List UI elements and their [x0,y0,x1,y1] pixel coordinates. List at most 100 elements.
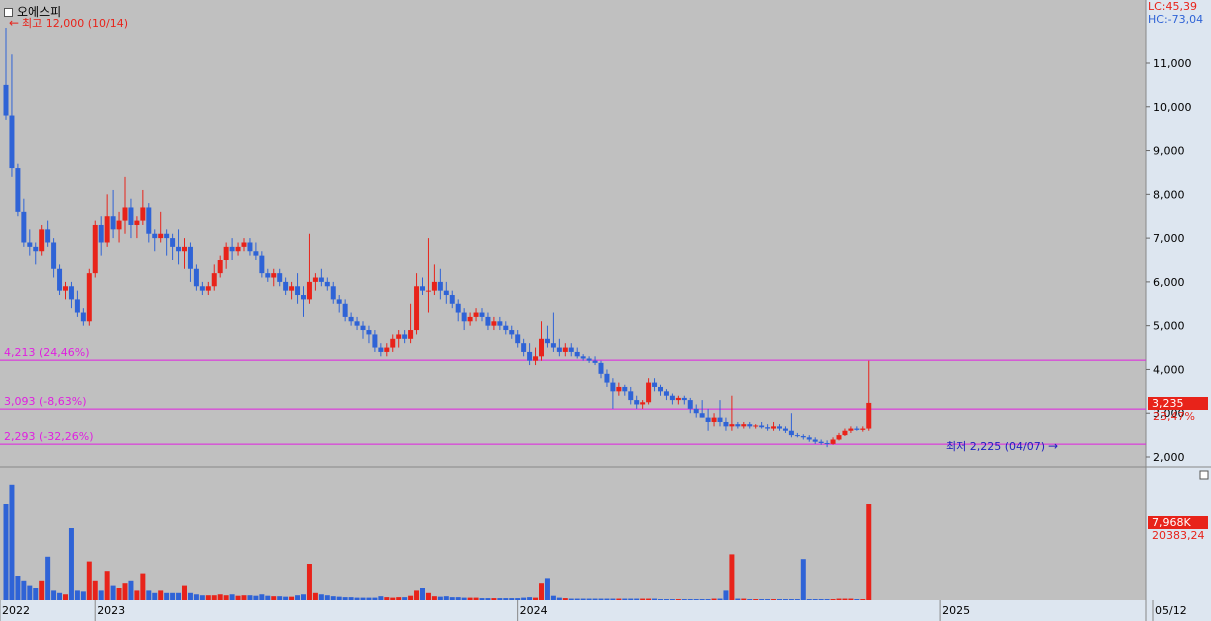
volume-bar [324,595,330,600]
candle-body [735,424,741,427]
candle-body [360,325,366,331]
volume-bar [146,590,152,600]
volume-bar [21,580,27,600]
candle-body [681,397,687,401]
volume-bar [217,594,223,600]
volume-bar [199,595,205,600]
candle-body [705,417,711,422]
volume-bar [806,599,812,600]
candle-body [467,316,473,322]
candle-body [199,286,205,291]
candle-body [556,347,562,352]
volume-bar [110,585,116,600]
candle-body [491,321,497,326]
volume-bar [312,592,318,600]
candle-body [431,281,437,291]
volume-bar [735,598,741,600]
date-label: 2023 [97,604,125,617]
volume-bar [402,597,408,600]
candle-body [110,216,116,230]
volume-bar [223,595,229,600]
volume-bar [425,592,431,600]
candle-body [836,435,842,440]
volume-bar [830,599,836,600]
volume-bar [812,599,818,600]
candle-body [598,362,604,374]
candle-body [830,439,836,444]
stock-title[interactable]: 오에스피 [4,3,61,20]
volume-bar [699,599,705,600]
date-label: 2024 [520,604,548,617]
volume-bar [342,597,348,600]
level-label: 3,093 (-8,63%) [4,395,86,408]
candle-body [3,84,9,116]
date-label: 2025 [942,604,970,617]
candle-body [711,417,717,422]
candle-body [717,417,723,422]
volume-bar [170,592,176,600]
volume-bar [622,598,628,600]
candle-body [33,246,39,252]
price-tick-label: 2,000 [1153,451,1185,464]
candle-body [640,402,646,405]
volume-bar [854,599,860,600]
level-label: 4,213 (24,46%) [4,346,90,359]
volume-bar [372,597,378,600]
candle-body [687,400,693,409]
candle-body [63,286,68,291]
candle-body [669,395,675,401]
candle-body [539,338,544,357]
candle-body [806,437,812,440]
candle-body [753,425,759,427]
lc-indicator: LC:45,39 [1148,0,1197,13]
volume-bar [634,598,640,600]
candle-body [425,290,431,292]
volume-bar [414,590,420,600]
candle-body [568,347,574,352]
price-tick-label: 7,000 [1153,232,1185,245]
current-price-label: 3,235 [1152,397,1184,410]
volume-bar [723,590,729,600]
volume-bar [616,598,622,600]
candle-body [675,397,681,401]
volume-bar [152,592,158,600]
volume-bar [57,592,63,600]
candle-body [699,413,705,418]
candle-body [295,286,301,296]
volume-bar [550,595,556,600]
volume-bar [527,597,533,600]
candle-body [747,424,753,427]
volume-bar [277,596,283,600]
candle-body [158,233,164,239]
volume-bar [134,590,140,600]
price-tick-label: 5,000 [1153,320,1185,333]
volume-bar [586,598,592,600]
volume-bar [283,596,289,600]
candle-body [9,115,15,169]
date-label: 2022 [2,604,30,617]
checkbox-icon[interactable] [4,8,13,17]
candle-body [205,286,211,291]
candle-body [634,400,640,405]
candle-body [420,286,425,291]
volume-bar [866,504,872,600]
candle-body [80,312,86,322]
candle-body [265,273,271,278]
candle-body [301,295,306,300]
candle-body [116,220,122,230]
volume-bar [330,596,336,600]
price-tick-label: 8,000 [1153,188,1185,201]
volume-panel-close-icon[interactable] [1199,470,1209,480]
volume-bar [509,598,515,600]
volume-bar [818,599,824,600]
candle-body [134,220,140,225]
candle-body [390,338,396,348]
volume-badge [1148,516,1208,529]
volume-bar [461,597,467,600]
candle-body [39,229,45,252]
volume-bar [63,594,68,600]
candle-body [152,233,158,239]
candle-body [277,273,283,282]
candle-body [741,424,747,427]
